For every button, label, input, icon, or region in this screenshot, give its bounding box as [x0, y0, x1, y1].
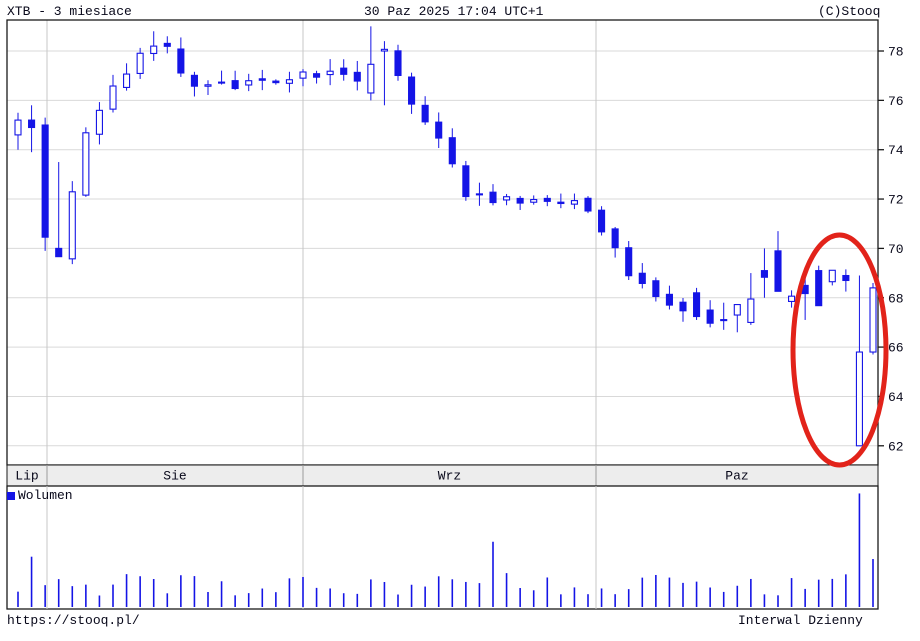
svg-text:76: 76: [888, 94, 904, 109]
svg-text:64: 64: [888, 390, 904, 405]
svg-text:Lip: Lip: [15, 469, 38, 484]
svg-text:72: 72: [888, 193, 904, 208]
svg-text:78: 78: [888, 45, 904, 60]
svg-text:68: 68: [888, 291, 904, 306]
svg-text:74: 74: [888, 143, 904, 158]
svg-text:66: 66: [888, 341, 904, 356]
svg-text:Paz: Paz: [725, 469, 748, 484]
svg-text:Wrz: Wrz: [438, 469, 461, 484]
svg-text:Sie: Sie: [163, 469, 186, 484]
svg-text:70: 70: [888, 242, 904, 257]
svg-text:62: 62: [888, 439, 904, 454]
